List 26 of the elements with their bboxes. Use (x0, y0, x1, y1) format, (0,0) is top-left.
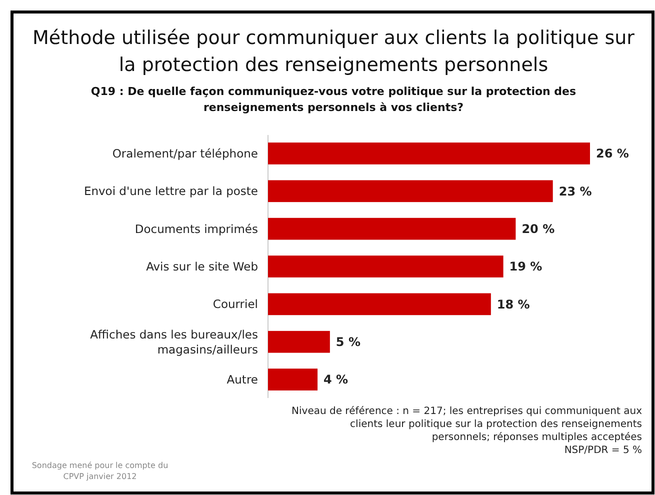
data-label: 18 % (496, 297, 530, 312)
y-tick-label: Envoi d'une lettre par la poste (84, 184, 258, 198)
data-label: 23 % (558, 184, 592, 198)
bar (268, 218, 516, 240)
bar (268, 368, 318, 390)
y-tick-label: Oralement/par téléphone (112, 146, 258, 160)
bar (268, 256, 504, 278)
data-label: 20 % (522, 222, 555, 236)
text: NSP/PDR = 5 % (564, 445, 642, 456)
data-label: 5 % (336, 335, 360, 350)
y-tick-label: Autre (226, 372, 258, 387)
text: Sondage mené pour le compte du CPVP janvier 2012 (32, 461, 168, 481)
y-tick-label: Affiches dans les bureaux/les magasins/ailleurs (90, 327, 258, 356)
y-tick-label: Avis sur le site Web (146, 260, 258, 274)
bar (268, 293, 491, 316)
y-tick-label: Documents imprimés (134, 222, 258, 236)
y-tick-label: Courriel (212, 297, 258, 312)
data-label: 26 % (596, 146, 629, 161)
bar (268, 330, 330, 353)
chart-title: Méthode utilisée pour communiquer aux clients la politique sur la protection des renseignements personnels (32, 27, 635, 76)
data-label: 4 % (324, 372, 348, 387)
data-label: 19 % (509, 260, 542, 274)
text: Niveau de référence : n = 217; les entreprises qui communiquent aux clients leur politique sur la protection des renseignements personnels; réponses multiples acceptées (292, 406, 642, 443)
chart-subtitle: Q19 : De quelle façon communiquez-vous votre politique sur la protection des renseignements personnels à vos clients? (90, 85, 577, 114)
bar (268, 142, 590, 164)
bar (268, 180, 553, 202)
